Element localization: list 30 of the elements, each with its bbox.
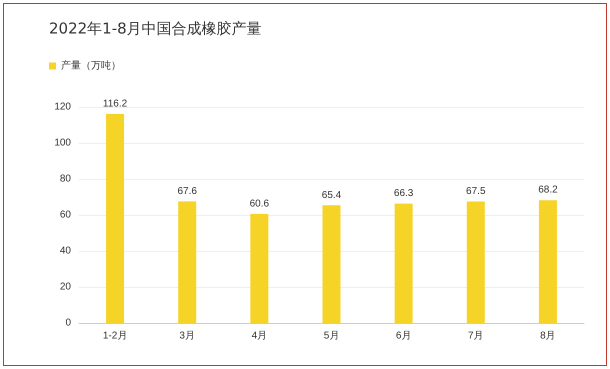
data-label: 65.4 xyxy=(322,190,342,201)
x-tick-label: 5月 xyxy=(324,330,340,342)
y-tick-label: 20 xyxy=(60,282,72,292)
data-label: 68.2 xyxy=(538,184,558,196)
legend-label: 产量（万吨） xyxy=(61,60,121,72)
x-tick-label: 8月 xyxy=(540,330,556,342)
bar xyxy=(322,205,340,323)
x-tick-label: 1-2月 xyxy=(102,330,128,342)
bar xyxy=(394,204,413,323)
x-tick-label: 3月 xyxy=(179,330,195,342)
data-label: 60.6 xyxy=(250,198,270,210)
y-tick-label: 100 xyxy=(54,138,72,148)
y-tick-label: 40 xyxy=(60,246,72,256)
y-tick-label: 120 xyxy=(54,102,72,112)
chart-title: 2022年1-8月中国合成橡胶产量 xyxy=(49,20,262,38)
data-label: 116.2 xyxy=(102,98,128,110)
bar xyxy=(466,202,485,323)
bar xyxy=(538,200,557,323)
y-tick-label: 0 xyxy=(65,318,72,328)
data-label: 66.3 xyxy=(394,188,414,200)
bar xyxy=(178,201,196,323)
y-tick-label: 60 xyxy=(60,210,72,220)
data-label: 67.5 xyxy=(466,186,486,197)
x-tick-label: 7月 xyxy=(468,330,484,342)
x-tick-label: 4月 xyxy=(252,330,268,342)
bar xyxy=(250,214,268,323)
x-tick-label: 6月 xyxy=(396,330,412,342)
data-label: 67.6 xyxy=(177,186,198,197)
y-tick-label: 80 xyxy=(60,174,72,184)
bar xyxy=(106,114,124,323)
